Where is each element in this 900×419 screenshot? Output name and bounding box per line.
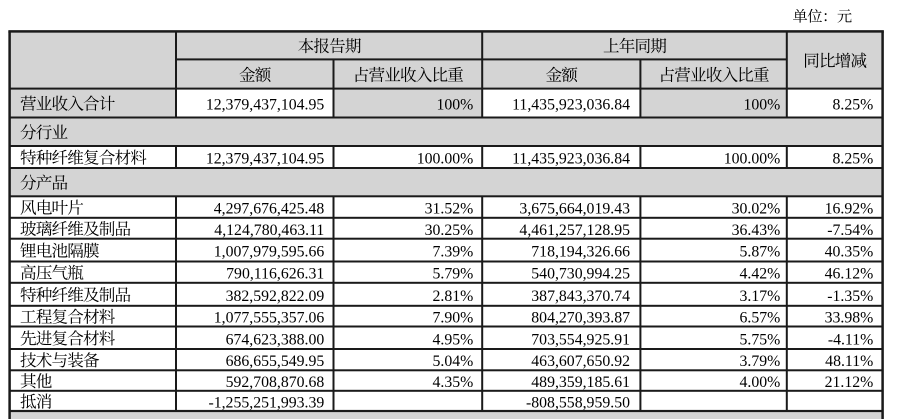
svg-text:382,592,822.09: 382,592,822.09 (226, 288, 325, 305)
svg-text:7.90%: 7.90% (432, 310, 473, 327)
svg-text:16.92%: 16.92% (825, 201, 874, 218)
svg-text:-4.11%: -4.11% (828, 331, 873, 348)
svg-text:8.25%: 8.25% (832, 151, 873, 168)
svg-text:463,607,650.92: 463,607,650.92 (531, 353, 630, 370)
svg-text:-7.54%: -7.54% (827, 222, 873, 239)
svg-text:4.95%: 4.95% (432, 331, 473, 348)
svg-text:30.02%: 30.02% (732, 201, 781, 218)
svg-text:674,623,388.00: 674,623,388.00 (226, 331, 325, 348)
svg-text:7.39%: 7.39% (432, 244, 473, 261)
svg-text:489,359,185.61: 489,359,185.61 (531, 374, 630, 391)
svg-text:3,675,664,019.43: 3,675,664,019.43 (519, 201, 630, 218)
svg-text:100%: 100% (743, 97, 780, 114)
svg-text:4.00%: 4.00% (739, 374, 780, 391)
svg-text:8.25%: 8.25% (832, 97, 873, 114)
svg-text:11,435,923,036.84: 11,435,923,036.84 (512, 151, 630, 168)
svg-text:5.75%: 5.75% (739, 331, 780, 348)
svg-text:5.79%: 5.79% (432, 266, 473, 283)
svg-text:804,270,393.87: 804,270,393.87 (531, 310, 630, 327)
svg-text:-1.35%: -1.35% (827, 288, 873, 305)
svg-text:686,655,549.95: 686,655,549.95 (226, 353, 325, 370)
svg-text:100.00%: 100.00% (724, 151, 781, 168)
svg-text:48.11%: 48.11% (825, 353, 873, 370)
svg-text:33.98%: 33.98% (825, 310, 874, 327)
svg-text:387,843,370.74: 387,843,370.74 (531, 288, 630, 305)
svg-text:4.42%: 4.42% (739, 266, 780, 283)
svg-text:12,379,437,104.95: 12,379,437,104.95 (206, 97, 325, 114)
svg-text:30.25%: 30.25% (425, 222, 474, 239)
svg-text:4.35%: 4.35% (432, 374, 473, 391)
svg-text:4,124,780,463.11: 4,124,780,463.11 (214, 222, 324, 239)
svg-text:790,116,626.31: 790,116,626.31 (226, 266, 324, 283)
svg-text:1,007,979,595.66: 1,007,979,595.66 (214, 244, 325, 261)
svg-text:6.57%: 6.57% (739, 310, 780, 327)
svg-text:31.52%: 31.52% (425, 201, 474, 218)
svg-text:703,554,925.91: 703,554,925.91 (531, 331, 630, 348)
svg-text:4,461,257,128.95: 4,461,257,128.95 (519, 222, 630, 239)
svg-text:2.81%: 2.81% (432, 288, 473, 305)
svg-text:1,077,555,357.06: 1,077,555,357.06 (214, 310, 325, 327)
svg-text:46.12%: 46.12% (825, 266, 874, 283)
svg-text:-1,255,251,993.39: -1,255,251,993.39 (208, 394, 324, 411)
svg-text:-808,558,959.50: -808,558,959.50 (526, 394, 630, 411)
svg-text:40.35%: 40.35% (825, 244, 874, 261)
svg-text:100%: 100% (436, 97, 473, 114)
svg-text:4,297,676,425.48: 4,297,676,425.48 (214, 201, 325, 218)
svg-text:3.79%: 3.79% (739, 353, 780, 370)
svg-text:718,194,326.66: 718,194,326.66 (531, 244, 630, 261)
svg-text:5.87%: 5.87% (739, 244, 780, 261)
svg-text:21.12%: 21.12% (825, 374, 874, 391)
svg-text:11,435,923,036.84: 11,435,923,036.84 (512, 97, 630, 114)
svg-text:3.17%: 3.17% (739, 288, 780, 305)
svg-text:592,708,870.68: 592,708,870.68 (226, 374, 325, 391)
svg-text:36.43%: 36.43% (732, 222, 781, 239)
svg-text:100.00%: 100.00% (417, 151, 474, 168)
svg-text:540,730,994.25: 540,730,994.25 (531, 266, 630, 283)
svg-text:5.04%: 5.04% (432, 353, 473, 370)
svg-text:12,379,437,104.95: 12,379,437,104.95 (206, 151, 325, 168)
